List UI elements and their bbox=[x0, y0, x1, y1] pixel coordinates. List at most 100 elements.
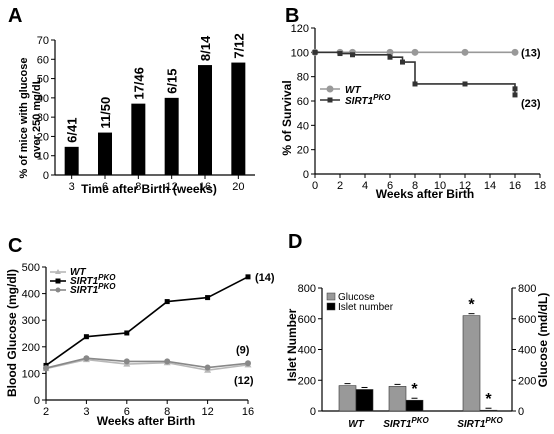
panel-c-point bbox=[164, 299, 170, 305]
panel-d: Islet Number Glucose (md/dL) 0 0 200 200 400… bbox=[285, 283, 550, 430]
panel-b-legend-marker bbox=[326, 85, 334, 93]
panel-c-legend-marker bbox=[55, 269, 61, 274]
panel-d-y-tick-label-left: 600 bbox=[298, 314, 316, 326]
panel-b-y-tick-label: 100 bbox=[291, 47, 309, 59]
panel-b-point bbox=[512, 92, 518, 98]
panel-b-point bbox=[462, 81, 468, 87]
panel-c-series-line bbox=[45, 357, 249, 369]
panel-b-x-tick-label: 16 bbox=[509, 180, 521, 192]
panel-d-y-tick-label-left: 0 bbox=[310, 406, 316, 418]
panel-c-series-line bbox=[45, 358, 249, 372]
panel-d-group-label: SIRT1PKO bbox=[457, 416, 503, 430]
panel-c: Blood Glucose (mg/dl) Weeks after Birth … bbox=[5, 262, 275, 428]
panel-c-legend-label: SIRT1PKO bbox=[70, 282, 116, 296]
panel-d-significance-star: * bbox=[485, 391, 492, 408]
panel-a-bar bbox=[131, 103, 146, 175]
panel-a-bar-label: 6/15 bbox=[165, 69, 180, 94]
panel-c-letter: C bbox=[8, 235, 22, 257]
panel-b-y-tick-label: 80 bbox=[297, 72, 309, 84]
panel-b-x-tick-label: 2 bbox=[337, 180, 343, 192]
panel-d-significance-star: * bbox=[468, 297, 475, 314]
panel-d-letter: D bbox=[288, 231, 302, 253]
panel-c-x-tick-label: 12 bbox=[201, 406, 213, 418]
panel-a-y-tick-label: 70 bbox=[37, 35, 49, 47]
panel-b-point bbox=[312, 49, 318, 55]
panel-b-y-tick-label: 40 bbox=[297, 120, 309, 132]
panel-d-y-tick-label-left: 200 bbox=[298, 375, 316, 387]
panel-a-plot: 0 10 20 30 40 50 60 70 3 6/41 6 11/50 8 17/46 12 6/15 16… bbox=[37, 33, 255, 193]
panel-c-x-tick-label: 8 bbox=[164, 406, 170, 418]
panel-c-x-tick-label: 16 bbox=[242, 406, 254, 418]
panel-b-legend-label: WT bbox=[345, 85, 361, 96]
panel-a-bar bbox=[198, 65, 212, 175]
panel-b-x-tick-label: 10 bbox=[434, 180, 446, 192]
panel-b-x-tick-label: 6 bbox=[387, 180, 393, 192]
panel-c-y-tick-label: 400 bbox=[22, 289, 40, 301]
panel-d-legend-label: Glucose bbox=[338, 292, 375, 303]
panel-c-x-tick-label: 2 bbox=[43, 406, 49, 418]
panel-d-bar bbox=[479, 409, 498, 412]
panel-c-n-label: (12) bbox=[234, 375, 254, 387]
panel-a-bar bbox=[231, 62, 246, 175]
panel-b-point bbox=[387, 54, 393, 60]
panel-c-point bbox=[204, 364, 211, 371]
panel-a-ylabel-line1: % of mice with glucose bbox=[18, 57, 30, 178]
panel-a: % of mice with glucose over 250 mg/dL Ti… bbox=[18, 33, 255, 196]
panel-a-bar bbox=[64, 146, 79, 175]
panel-a-bar bbox=[164, 97, 179, 175]
panel-d-y-tick-label-right: 600 bbox=[518, 314, 536, 326]
panel-c-n-label: (9) bbox=[236, 344, 250, 356]
panel-c-point bbox=[245, 360, 251, 367]
panel-c-legend-marker bbox=[55, 287, 61, 293]
panel-b-point bbox=[400, 59, 405, 65]
panel-a-x-tick-label: 12 bbox=[166, 181, 178, 193]
panel-a-y-tick-label: 60 bbox=[37, 54, 49, 66]
panel-c-point bbox=[245, 274, 251, 280]
panel-c-legend-label: WT bbox=[70, 267, 86, 278]
panel-a-y-tick-label: 50 bbox=[37, 74, 49, 86]
panel-a-bar-label: 6/41 bbox=[65, 118, 80, 143]
panel-d-y-tick-label-left: 400 bbox=[298, 345, 316, 357]
panel-c-point bbox=[124, 330, 130, 336]
panel-c-point bbox=[83, 334, 89, 340]
panel-d-group-label: WT bbox=[348, 419, 364, 430]
panel-c-legend-label: SIRT1PKO bbox=[70, 273, 116, 287]
panel-d-bar bbox=[388, 386, 407, 412]
panel-c-point bbox=[205, 295, 211, 301]
panel-b-y-tick-label: 120 bbox=[291, 23, 309, 35]
panel-b-y-tick-label: 0 bbox=[303, 169, 309, 181]
panel-b-point bbox=[461, 48, 469, 56]
panel-a-bar bbox=[98, 132, 112, 175]
panel-a-ylabel-line2: over 250 mg/dL bbox=[31, 77, 43, 158]
panel-a-x-tick-label: 20 bbox=[232, 181, 244, 193]
panel-b-point bbox=[412, 81, 418, 87]
panel-b-x-tick-label: 8 bbox=[412, 180, 418, 192]
panel-c-n-label: (14) bbox=[255, 272, 275, 284]
panel-d-ylabel-right: Glucose (md/dL) bbox=[536, 293, 550, 388]
panel-a-x-tick-label: 8 bbox=[135, 181, 141, 193]
panel-b-y-tick-label: 60 bbox=[297, 96, 309, 108]
panel-d-ylabel-left: Islet Number bbox=[285, 308, 299, 381]
panel-b-x-tick-label: 18 bbox=[534, 180, 546, 192]
panel-a-bar-label: 7/12 bbox=[231, 33, 246, 58]
panel-c-legend-marker bbox=[55, 278, 61, 284]
panel-a-bar-label: 11/50 bbox=[98, 97, 113, 129]
panel-d-y-tick-label-right: 400 bbox=[518, 345, 536, 357]
panel-b-legend-marker bbox=[327, 97, 333, 103]
panel-b-point bbox=[411, 48, 419, 56]
panel-a-y-tick-label: 30 bbox=[37, 112, 49, 124]
panel-a-x-tick-label: 16 bbox=[199, 181, 211, 193]
panel-c-y-tick-label: 100 bbox=[22, 368, 40, 380]
panel-c-y-tick-label: 200 bbox=[22, 342, 40, 354]
panel-d-y-tick-label-right: 800 bbox=[518, 283, 536, 295]
panel-b-point bbox=[337, 51, 343, 57]
panel-d-y-tick-label-right: 200 bbox=[518, 375, 536, 387]
panel-d-bar bbox=[405, 399, 424, 412]
panel-a-y-tick-label: 20 bbox=[37, 131, 49, 143]
panel-b: % of Survival Weeks after Birth 02040608… bbox=[280, 23, 546, 201]
panel-a-y-tick-label: 0 bbox=[43, 170, 49, 182]
panel-d-group-label: SIRT1PKO bbox=[383, 416, 429, 430]
panel-b-x-tick-label: 4 bbox=[362, 180, 368, 192]
panel-a-bar-label: 17/46 bbox=[131, 67, 146, 100]
